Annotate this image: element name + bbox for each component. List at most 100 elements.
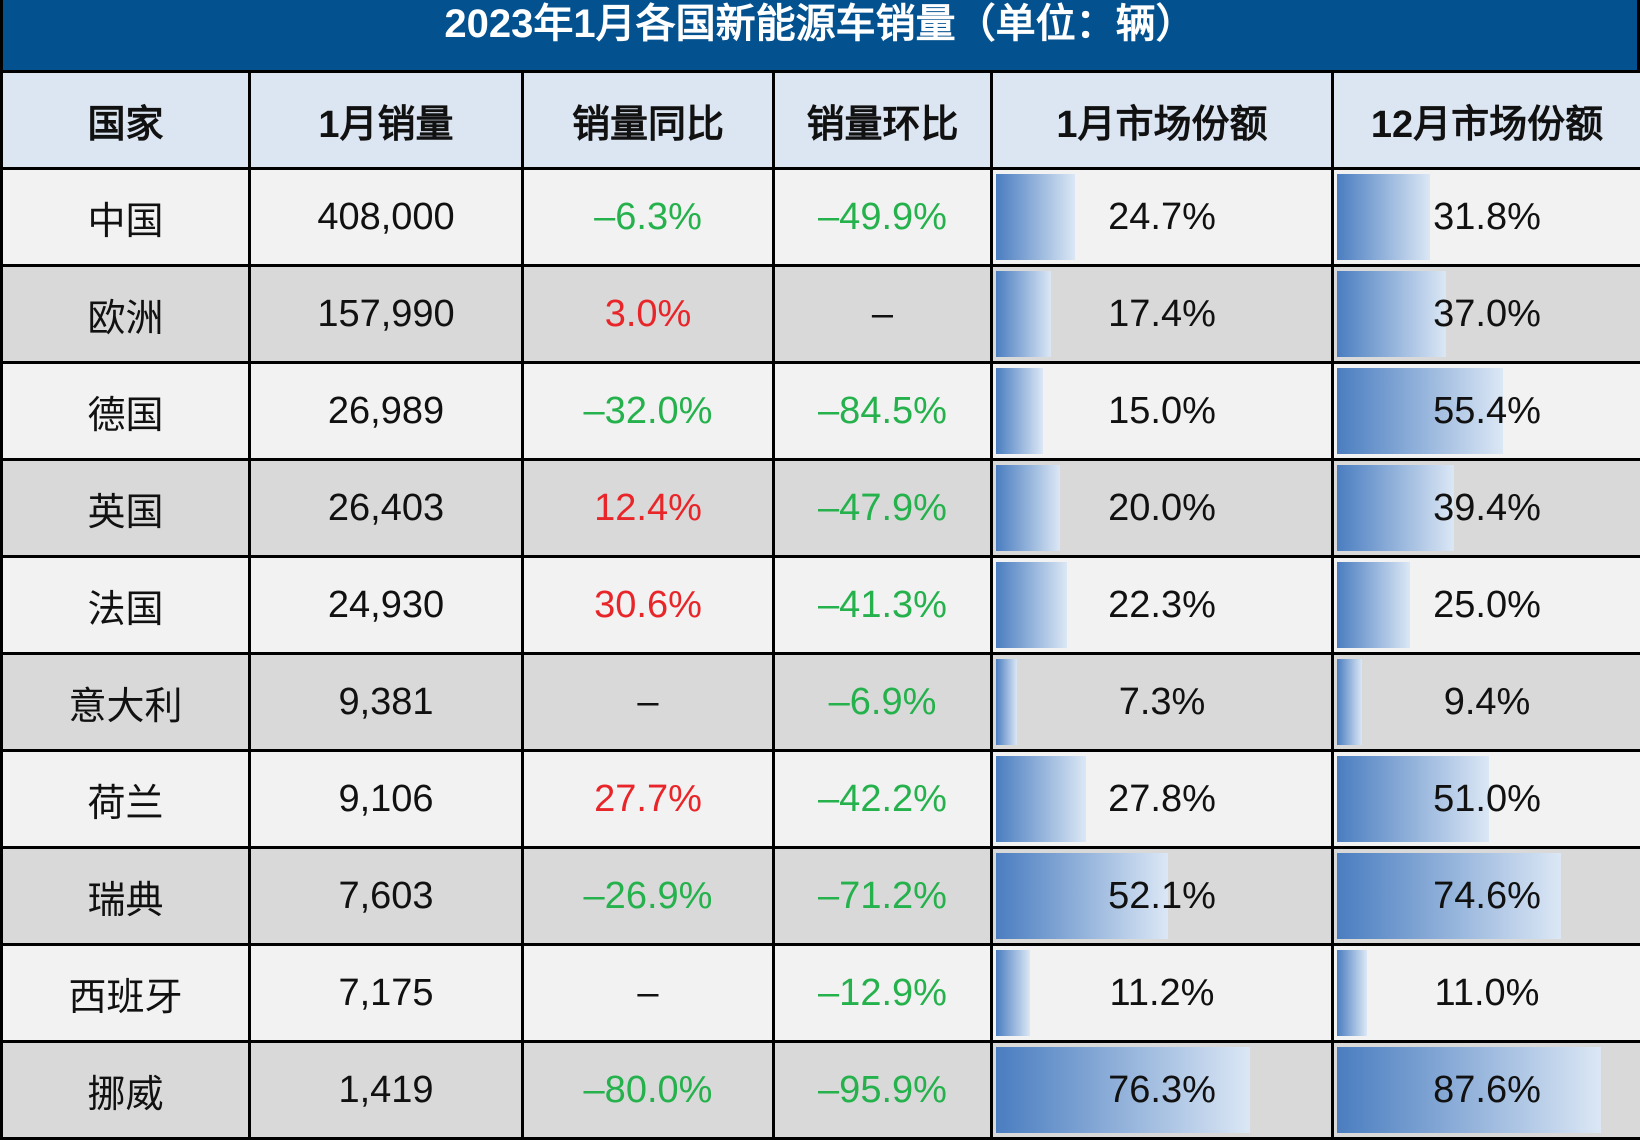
share-jan-value: 27.8%	[1108, 778, 1216, 820]
mom-cell: –42.2%	[774, 751, 992, 848]
share-dec-cell: 11.0%	[1333, 945, 1640, 1042]
share-dec-cell: 25.0%	[1333, 557, 1640, 654]
country-cell: 英国	[2, 460, 250, 557]
country-cell: 法国	[2, 557, 250, 654]
sales-cell: 157,990	[250, 266, 523, 363]
header-row: 国家 1月销量 销量同比 销量环比 1月市场份额 12月市场份额	[2, 72, 1640, 169]
yoy-cell: 12.4%	[523, 460, 774, 557]
share-jan-cell: 24.7%	[992, 169, 1333, 266]
mom-cell: –71.2%	[774, 848, 992, 945]
share-dec-value: 87.6%	[1433, 1069, 1541, 1111]
mom-cell: –6.9%	[774, 654, 992, 751]
share-jan-cell: 11.2%	[992, 945, 1333, 1042]
mom-cell: –	[774, 266, 992, 363]
country-cell: 欧洲	[2, 266, 250, 363]
share-jan-bar	[996, 756, 1086, 842]
share-jan-value: 76.3%	[1108, 1069, 1216, 1111]
share-dec-bar	[1337, 950, 1367, 1036]
header-country: 国家	[2, 72, 250, 169]
sales-cell: 9,381	[250, 654, 523, 751]
sales-cell: 408,000	[250, 169, 523, 266]
share-jan-value: 11.2%	[1110, 972, 1215, 1014]
share-dec-cell: 74.6%	[1333, 848, 1640, 945]
share-jan-value: 20.0%	[1108, 487, 1216, 529]
header-mom: 销量环比	[774, 72, 992, 169]
sales-cell: 26,989	[250, 363, 523, 460]
yoy-cell: –32.0%	[523, 363, 774, 460]
share-dec-bar	[1337, 562, 1410, 648]
share-dec-cell: 31.8%	[1333, 169, 1640, 266]
share-dec-cell: 55.4%	[1333, 363, 1640, 460]
sales-cell: 7,603	[250, 848, 523, 945]
share-jan-cell: 52.1%	[992, 848, 1333, 945]
country-cell: 挪威	[2, 1042, 250, 1139]
sales-cell: 1,419	[250, 1042, 523, 1139]
header-share-dec: 12月市场份额	[1333, 72, 1640, 169]
share-jan-cell: 27.8%	[992, 751, 1333, 848]
share-jan-bar	[996, 368, 1043, 454]
share-dec-value: 31.8%	[1433, 196, 1541, 238]
share-jan-bar	[996, 271, 1051, 357]
share-jan-value: 17.4%	[1108, 293, 1216, 335]
yoy-cell: –6.3%	[523, 169, 774, 266]
yoy-cell: 30.6%	[523, 557, 774, 654]
yoy-cell: 3.0%	[523, 266, 774, 363]
country-cell: 西班牙	[2, 945, 250, 1042]
mom-cell: –41.3%	[774, 557, 992, 654]
share-dec-bar	[1337, 174, 1430, 260]
share-jan-value: 24.7%	[1108, 196, 1216, 238]
mom-cell: –49.9%	[774, 169, 992, 266]
share-jan-cell: 76.3%	[992, 1042, 1333, 1139]
share-jan-bar	[996, 174, 1075, 260]
yoy-cell: 27.7%	[523, 751, 774, 848]
yoy-cell: –26.9%	[523, 848, 774, 945]
share-jan-bar	[996, 950, 1030, 1036]
country-cell: 意大利	[2, 654, 250, 751]
share-jan-value: 52.1%	[1108, 875, 1216, 917]
share-dec-bar	[1337, 659, 1362, 745]
share-dec-value: 37.0%	[1433, 293, 1541, 335]
share-dec-value: 74.6%	[1433, 875, 1541, 917]
header-sales: 1月销量	[250, 72, 523, 169]
country-cell: 瑞典	[2, 848, 250, 945]
share-jan-bar	[996, 465, 1060, 551]
sales-cell: 26,403	[250, 460, 523, 557]
share-dec-bar	[1337, 271, 1446, 357]
sales-cell: 24,930	[250, 557, 523, 654]
country-cell: 中国	[2, 169, 250, 266]
yoy-cell: –	[523, 945, 774, 1042]
share-jan-value: 7.3%	[1119, 681, 1206, 723]
country-cell: 德国	[2, 363, 250, 460]
mom-cell: –47.9%	[774, 460, 992, 557]
share-jan-cell: 20.0%	[992, 460, 1333, 557]
header-yoy: 销量同比	[523, 72, 774, 169]
share-dec-value: 9.4%	[1444, 681, 1531, 723]
share-dec-cell: 37.0%	[1333, 266, 1640, 363]
share-jan-cell: 17.4%	[992, 266, 1333, 363]
share-dec-value: 39.4%	[1433, 487, 1541, 529]
share-dec-cell: 39.4%	[1333, 460, 1640, 557]
share-jan-value: 15.0%	[1108, 390, 1216, 432]
yoy-cell: –	[523, 654, 774, 751]
share-jan-cell: 22.3%	[992, 557, 1333, 654]
share-dec-value: 11.0%	[1435, 972, 1540, 1014]
share-jan-cell: 7.3%	[992, 654, 1333, 751]
share-jan-cell: 15.0%	[992, 363, 1333, 460]
sales-cell: 9,106	[250, 751, 523, 848]
share-dec-value: 25.0%	[1433, 584, 1541, 626]
yoy-cell: –80.0%	[523, 1042, 774, 1139]
share-dec-value: 55.4%	[1433, 390, 1541, 432]
mom-cell: –95.9%	[774, 1042, 992, 1139]
country-cell: 荷兰	[2, 751, 250, 848]
share-dec-cell: 51.0%	[1333, 751, 1640, 848]
share-dec-cell: 9.4%	[1333, 654, 1640, 751]
